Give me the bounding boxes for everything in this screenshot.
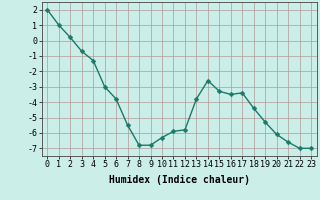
X-axis label: Humidex (Indice chaleur): Humidex (Indice chaleur)	[109, 175, 250, 185]
